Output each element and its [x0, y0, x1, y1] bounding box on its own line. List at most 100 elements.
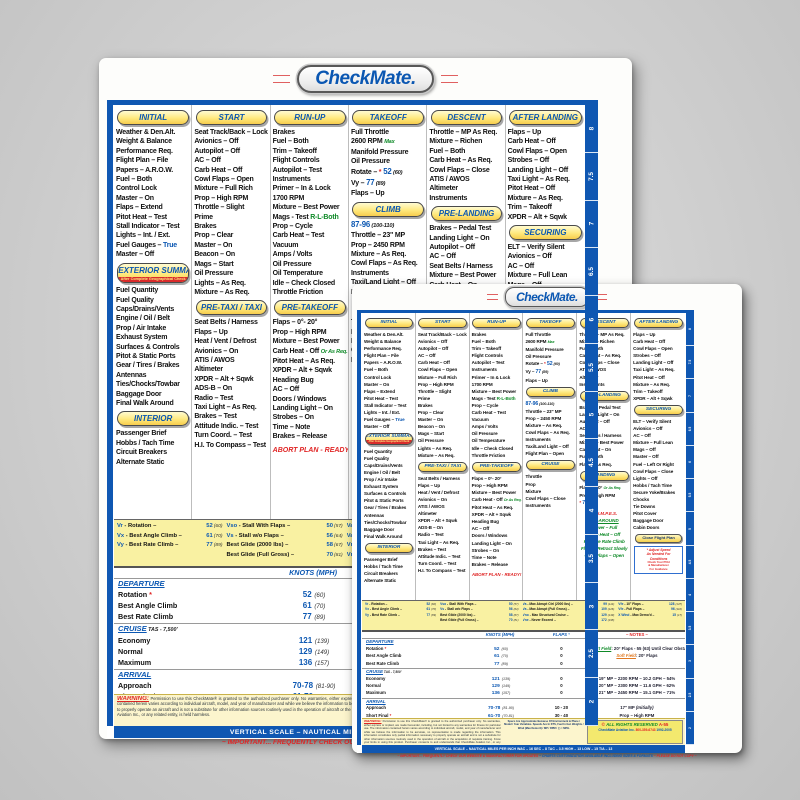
text-segment: ~ IMPORTANT... FREQUENTLY CHECK OUR WEBS… [397, 754, 540, 758]
checklist-item: Trim – Takeoff [471, 346, 502, 352]
vspeed-name: - Stall With Flaps – [446, 602, 477, 606]
row-label: Best Angle Climb [118, 600, 178, 610]
mph-value: (81-90) [501, 706, 515, 711]
checklist-item: Taxi/Land Light – Off [525, 444, 569, 450]
checklist-item: Heat / Vent / Defrost [194, 338, 257, 346]
section-title: TAKEOFF [539, 320, 562, 325]
row-speed: 61-70 (70-81) [264, 692, 363, 694]
checklist-item: Prop – High RPM [194, 194, 249, 202]
checklist-item: Autopilot – Test [471, 360, 505, 366]
row-note: Short Field: 20° Flaps - 55 (63) Until C… [589, 646, 685, 652]
note-line: * Adjust Speed [646, 547, 671, 552]
text-segment: True [395, 417, 405, 423]
table-section-label: CRUISE TAS - 7,500' [362, 669, 685, 676]
vspeed-mph: (70) [213, 533, 223, 539]
checklist-item: Weather & Den.Alt. [364, 332, 404, 337]
vspeed-column: Vso - Stall With Flaps –50 (57) Vs - Stall… [224, 522, 344, 564]
checklist-item: Throttle – MP As Req. [579, 332, 625, 337]
vspeed-code: Va [522, 602, 527, 606]
checklist-item: Brakes – Release [471, 561, 508, 567]
vspeed-row: Va - Max Abrupt (Full Gross) –109(126) [523, 607, 615, 612]
table-section-label: ARRIVAL [362, 699, 685, 706]
mph-value: (149) [500, 684, 511, 689]
mph-value: (157) [313, 660, 330, 668]
checklist-item: AC – Off [194, 157, 221, 165]
checklist-item: Exhaust System [364, 484, 399, 490]
text-segment: Vy – [351, 180, 367, 188]
checklist-item: Landing Light – Off [633, 360, 674, 366]
checklist-item: Circuit Breakers [364, 571, 398, 577]
checklist-item: Mixture – Best Power [272, 338, 340, 346]
ruler-tick: 5 [585, 392, 598, 440]
checklist-item: Flaps – Up [507, 129, 542, 136]
vspeed-code: Vy [365, 612, 369, 617]
section-title: RUN-UP [487, 320, 506, 325]
vspeed-mph: (60) [431, 602, 437, 606]
checklist-item: Throttle – Slight [417, 388, 452, 394]
checklist-item: Prop – 2450 RPM [525, 415, 562, 421]
knots-value: 70-78 [488, 706, 501, 712]
section-header-pill: PRE-LANDING [579, 390, 629, 401]
row-label: Best Angle Climb [366, 653, 402, 659]
checklist-item: Heading Bug [471, 519, 499, 525]
text-segment: 2600 RPM [351, 138, 385, 146]
checklist-item: Carb Heat – Off [588, 532, 621, 538]
checklist-item: Cowl Flaps – Close [429, 166, 490, 174]
text-segment: R-L-Both [310, 213, 339, 221]
text-segment: CheckMate Aviation Inc. [598, 727, 636, 732]
vspeed-value: 70 [508, 617, 513, 622]
row-speed: 52 (60) [264, 590, 363, 601]
checklist-item: Full Throttle [525, 332, 551, 337]
table-row: Normal 129 (149) 0 20" MP – 2300 RPM – 11.6… [362, 683, 685, 690]
section-header-pill: CLIMB [525, 386, 575, 397]
checklist-item: Strobes – Off [507, 157, 550, 165]
checklist-item: Landing Light – On [471, 540, 512, 546]
text-segment: Short Field [588, 645, 612, 651]
checklist-item: Carb Heat – Off [633, 339, 666, 345]
scale-bar-label: VERTICAL SCALE – NAUTICAL MILES PER INCH [229, 728, 404, 736]
logo-row: CheckMate. [352, 284, 742, 310]
checklist-item: Pitot & Static Ports [116, 353, 176, 361]
text-segment: Prop – High RPM [619, 712, 655, 718]
checklist-item: XPDR – Alt + Sqwk [194, 375, 254, 383]
vspeed-code: Vr [117, 523, 123, 529]
vspeed-value: 56 [508, 607, 513, 612]
checklist-item: Fuel Quality [116, 296, 154, 304]
knots-value: 121 [491, 676, 500, 682]
checklist-item: Lights – As Req. [194, 279, 246, 287]
vspeed-row: Vne - Never Exceed –172(198) [523, 618, 615, 623]
checklist-item: Landing Light – On [272, 404, 333, 412]
item-list: Flaps – Up Carb Heat – Off Cowl Flaps – Op… [633, 331, 684, 402]
vspeed-name: - Best Rate Climb – [368, 612, 400, 617]
vspeed-value: 77 [426, 612, 431, 617]
vspeed-label: Vso - Stall With Flaps – [440, 602, 507, 607]
section-header-pill: DESCENT [579, 318, 629, 328]
row-speed: 136 (157) [466, 690, 534, 697]
knots-value: 70-78 [292, 680, 314, 690]
vspeed-code: Vs [226, 532, 234, 539]
ruler-number: 4 [688, 594, 692, 596]
section-title: CRUISE [541, 462, 560, 468]
text-segment: ABORT PLAN - READY! [272, 446, 349, 454]
vspeed-label: Vs - Stall w/o Flaps – [440, 607, 507, 612]
checkmate-logo: CheckMate. [297, 65, 434, 93]
ruler-tick: 6 [585, 296, 598, 344]
vspeed-code: Vx [117, 532, 125, 539]
section-header-pill: TAKEOFF [525, 318, 575, 328]
checklist-item: Weight & Balance [116, 138, 172, 146]
vspeed-mph: (198) [607, 617, 615, 622]
text-segment: * [378, 168, 382, 176]
checklist-item: Master – Off [633, 454, 659, 460]
checklist-item: Mixture – Richen [429, 138, 483, 146]
checklist-item: Flaps – Extend [116, 204, 163, 212]
item-list: Flaps – 0°- 20° Prop – High RPM Mixture – … [472, 475, 522, 568]
checklist-item: Prop / Air Intake [364, 477, 398, 483]
vspeed-name: - Never Exceed – [528, 617, 556, 622]
ruler-number: 6.5 [587, 267, 595, 277]
checklist-item: Tie Downs [633, 504, 656, 510]
checklist-item: Mixture – Best Power [429, 272, 497, 280]
checklist-item: Autopilot – Off [194, 147, 240, 155]
